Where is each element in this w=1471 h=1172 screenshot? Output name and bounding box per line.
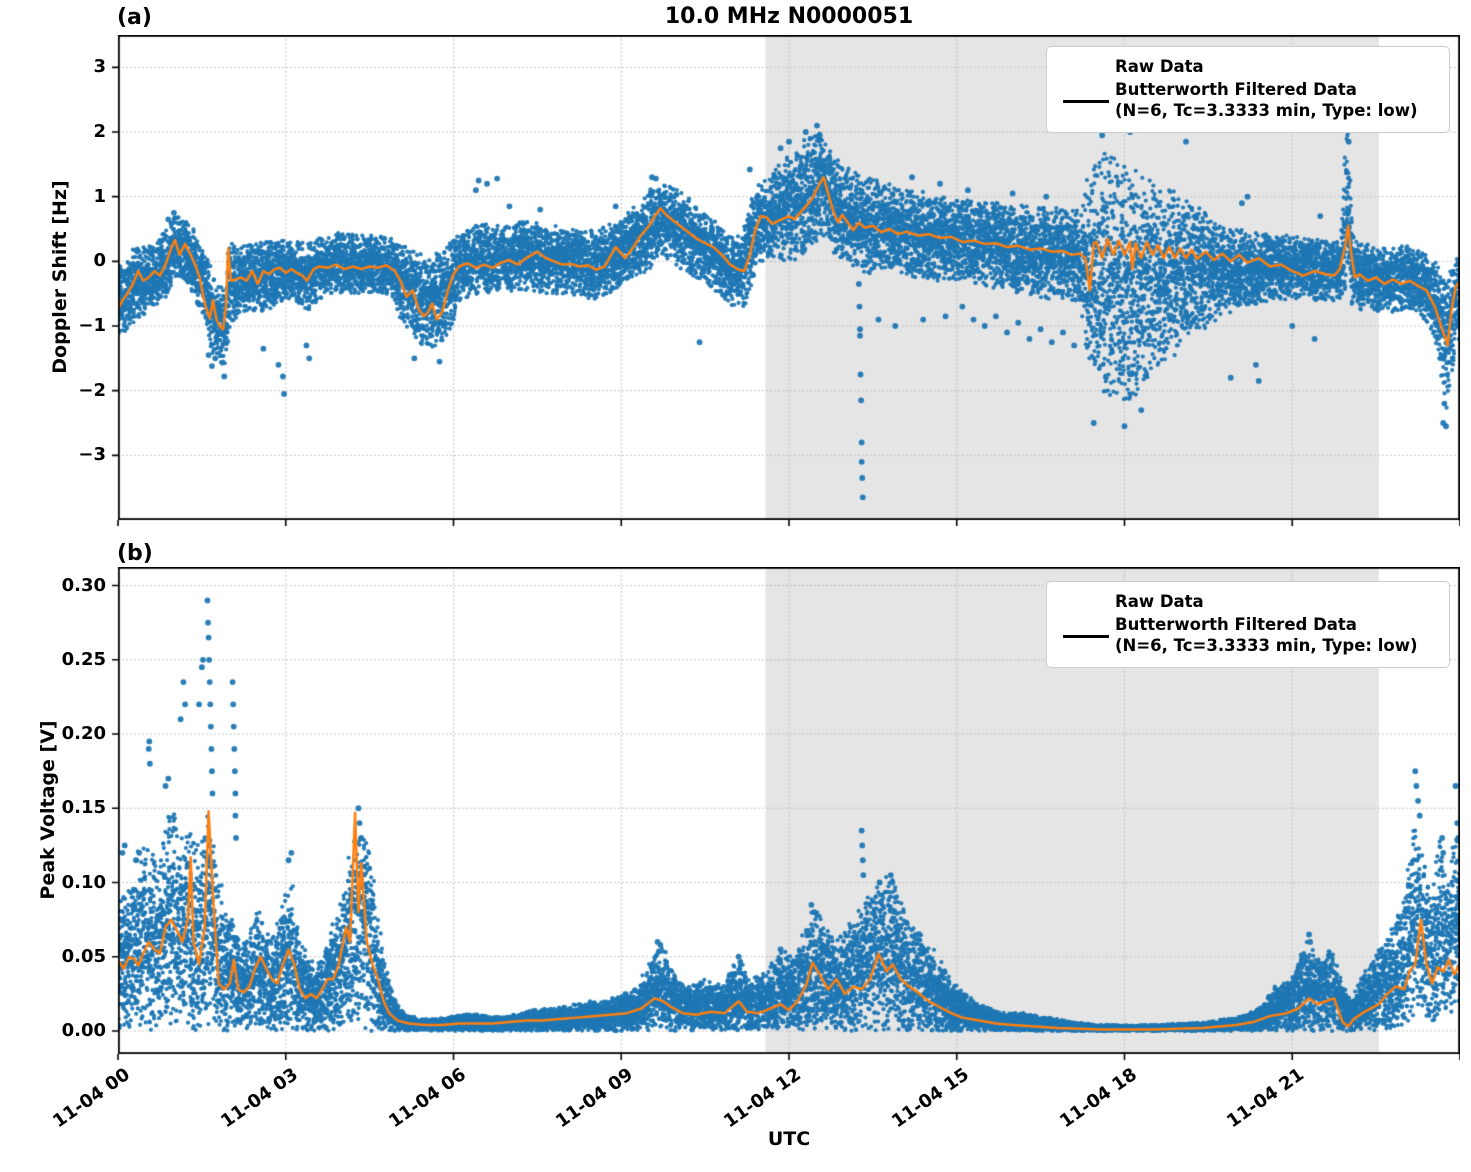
legend-filtered-sublabel: (N=6, Tc=3.3333 min, Type: low) [1115, 101, 1418, 121]
y-tick-label: 3 [93, 56, 106, 78]
x-tick-label: 11-04 00 [49, 1064, 134, 1133]
x-tick-label: 11-04 03 [216, 1064, 302, 1133]
legend-entry-raw: Raw Data [1057, 56, 1439, 77]
legend-filtered-label: Butterworth Filtered Data [1115, 615, 1357, 635]
filtered-line-icon [1063, 99, 1109, 103]
legend-filtered-sublabel: (N=6, Tc=3.3333 min, Type: low) [1115, 636, 1418, 656]
y-tick-label: 0.10 [61, 871, 106, 893]
legend-entry-raw: Raw Data [1057, 591, 1439, 612]
legend-entry-filtered: Butterworth Filtered Data (N=6, Tc=3.333… [1057, 79, 1439, 121]
panel-label-a: (a) [117, 5, 152, 30]
x-tick-label: 11-04 06 [384, 1064, 470, 1133]
legend-b: Raw Data Butterworth Filtered Data (N=6,… [1046, 581, 1450, 669]
y-tick-label: 0.30 [61, 574, 106, 596]
x-tick-label: 11-04 21 [1223, 1064, 1309, 1133]
x-axis-label: UTC [767, 1128, 811, 1150]
y-tick-label: 2 [93, 121, 106, 142]
y-tick-label: 1 [93, 185, 106, 207]
figure-title: 10.0 MHz N0000051 [664, 4, 914, 29]
y-tick-label: 0.15 [61, 797, 106, 819]
x-tick-label: 11-04 18 [1055, 1064, 1141, 1133]
legend-a: Raw Data Butterworth Filtered Data (N=6,… [1046, 46, 1450, 134]
filtered-line-icon [1063, 634, 1109, 638]
y-tick-label: 0.05 [61, 945, 106, 967]
y-tick-label: 0.00 [61, 1019, 106, 1041]
y-tick-label: −2 [78, 379, 106, 401]
x-tick-label: 11-04 15 [887, 1064, 973, 1133]
y-tick-label: −1 [78, 315, 106, 336]
x-tick-label: 11-04 12 [720, 1064, 805, 1133]
legend-raw-label: Raw Data [1115, 592, 1204, 611]
x-tick-label: 11-04 09 [552, 1064, 638, 1133]
panel-label-b: (b) [117, 541, 153, 566]
raw-data-dot-icon [1083, 599, 1090, 606]
legend-raw-label: Raw Data [1115, 57, 1204, 76]
y-tick-label: 0 [93, 250, 106, 272]
legend-filtered-label: Butterworth Filtered Data [1115, 80, 1357, 100]
y-tick-label: 0.20 [61, 723, 106, 745]
legend-entry-filtered: Butterworth Filtered Data (N=6, Tc=3.333… [1057, 614, 1439, 656]
raw-data-dot-icon [1083, 64, 1090, 71]
y-tick-label: −3 [78, 444, 106, 466]
y-tick-label: 0.25 [61, 648, 106, 670]
